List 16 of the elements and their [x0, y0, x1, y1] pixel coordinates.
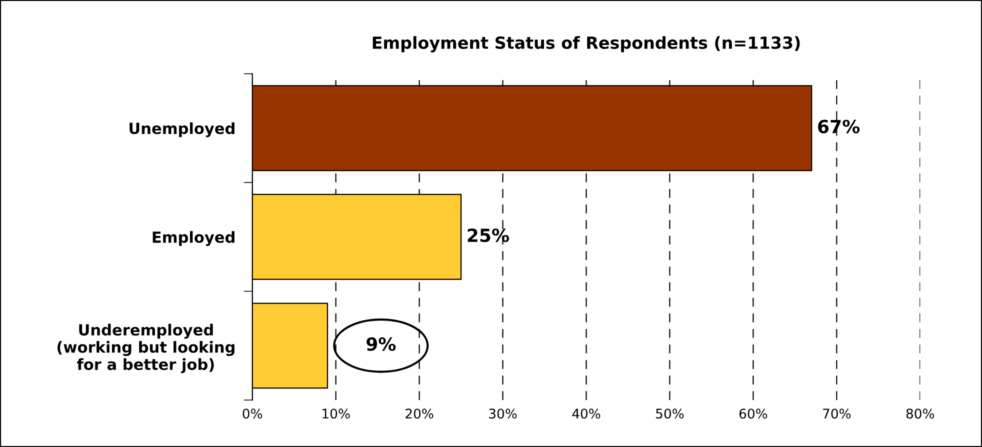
x-tick-label: 70% — [823, 408, 851, 419]
data-label: 25% — [468, 228, 510, 242]
data-label: 9% — [366, 337, 396, 351]
data-label: 67% — [818, 120, 860, 134]
x-tick-label: 30% — [489, 408, 517, 419]
y-tick-label: Underemployed (working but looking for a better job) — [57, 324, 234, 374]
x-tick-label: 60% — [739, 408, 768, 419]
x-tick-label: 40% — [572, 408, 600, 419]
x-tick-label: 80% — [906, 408, 934, 419]
x-tick-label: 50% — [656, 408, 684, 419]
x-tick-label: 0% — [242, 408, 262, 419]
y-tick-label: Unemployed — [130, 122, 234, 138]
chart-title: Employment Status of Respondents (n=1133) — [372, 36, 800, 52]
x-tick-label: 10% — [322, 408, 350, 419]
x-tick-label: 20% — [406, 408, 434, 419]
y-tick-label: Employed — [152, 231, 234, 246]
